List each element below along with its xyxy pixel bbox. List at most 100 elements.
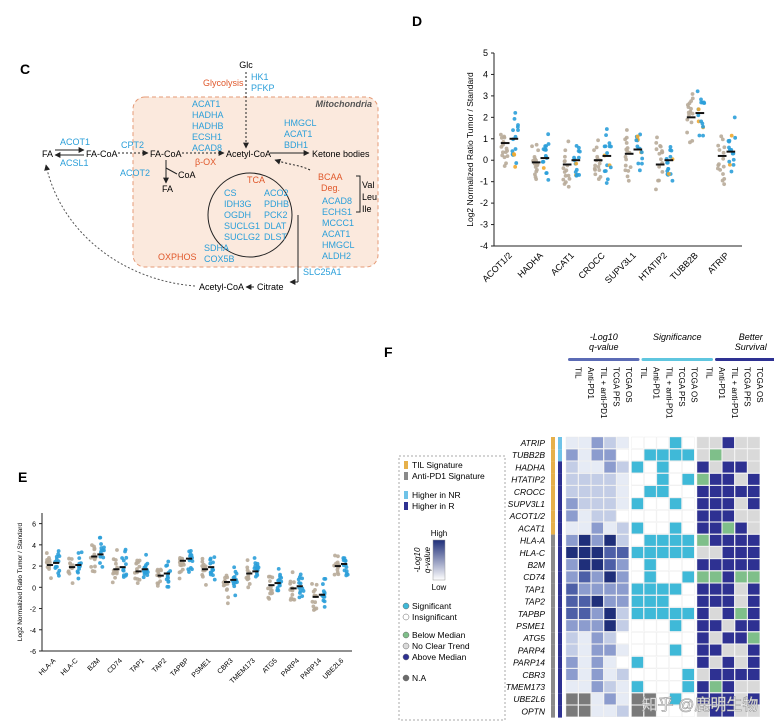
data-point [226, 595, 231, 600]
heatmap-cell [578, 473, 591, 486]
heatmap-cell [603, 632, 617, 644]
data-point [669, 148, 674, 153]
legend-label: Below Median [412, 630, 466, 640]
data-point [626, 169, 631, 173]
data-point [536, 148, 541, 153]
data-point [636, 161, 641, 166]
data-point [135, 567, 139, 571]
data-point [634, 138, 639, 143]
heatmap-cell [696, 619, 710, 632]
data-point [269, 588, 274, 593]
heatmap-cell [669, 461, 682, 473]
data-point [137, 564, 142, 569]
row-label: OPTN [521, 706, 545, 716]
heatmap-cell [631, 449, 644, 461]
gene-oxphos: COX5B [204, 254, 235, 264]
data-point [541, 159, 546, 164]
heatmap-cell [656, 583, 670, 596]
heatmap-cell [616, 510, 629, 522]
data-point [166, 559, 171, 564]
heatmap-cell [591, 522, 604, 535]
direction-strip [558, 656, 562, 669]
data-point [727, 138, 732, 143]
heatmap-cell [565, 656, 579, 669]
data-point [145, 561, 150, 566]
heatmap-cell [734, 546, 748, 559]
signature-strip [551, 510, 555, 523]
heatmap-cell [722, 522, 735, 535]
data-point [655, 135, 659, 140]
data-point [256, 565, 261, 570]
x-tick-label: ATG5 [261, 657, 279, 675]
heatmap-cell [603, 607, 617, 620]
heatmap-cell [656, 546, 670, 559]
heatmap-cell [656, 668, 670, 681]
heatmap-cell [722, 705, 735, 718]
heatmap-cell [747, 449, 760, 461]
heatmap-cell [616, 595, 629, 608]
data-point [721, 164, 726, 169]
node-coa: CoA [178, 170, 196, 180]
gene-pfkp: PFKP [251, 83, 275, 93]
y-tick-label: 2 [32, 564, 36, 571]
heatmap-cell [696, 583, 710, 596]
heatmap-cell [709, 558, 722, 571]
data-point [232, 565, 237, 570]
heatmap-cell [682, 546, 695, 559]
heatmap-cell [747, 558, 760, 571]
heatmap-cell [603, 668, 617, 681]
data-point [577, 149, 582, 154]
gene-beta-ox: HADHB [192, 121, 224, 131]
x-tick-label: PARP14 [300, 657, 324, 681]
heatmap-cell [565, 534, 579, 547]
label-tca: TCA [247, 175, 265, 185]
column-label: TIL + anti-PD1 [664, 367, 673, 419]
heatmap-cell [696, 449, 710, 461]
heatmap-cell [631, 546, 644, 559]
heatmap-cell [709, 510, 722, 522]
heatmap-cell [722, 693, 735, 705]
heatmap-cell [682, 693, 695, 705]
heatmap-cell [722, 449, 735, 461]
heatmap-cell [578, 449, 591, 461]
signature-strip [551, 461, 555, 474]
data-point [212, 577, 217, 582]
y-tick-label: 2 [483, 112, 488, 122]
data-point [208, 556, 213, 561]
direction-strip [558, 607, 562, 620]
heatmap-cell [747, 668, 760, 681]
legend-swatch [402, 653, 410, 661]
y-tick-label: 4 [483, 69, 488, 79]
y-tick-label: -4 [30, 628, 36, 635]
row-label: SUPV3L1 [508, 499, 546, 509]
label-bcaa: BCAA [318, 172, 343, 182]
heatmap-cell [631, 607, 644, 620]
data-point [689, 106, 693, 111]
colorbar-high: High [431, 529, 447, 538]
heatmap-cell [578, 558, 591, 571]
data-point [722, 145, 727, 150]
heatmap-cell [734, 522, 748, 535]
heatmap-cell [734, 497, 748, 510]
row-label: ACOT1/2 [509, 511, 546, 521]
heatmap-cell [565, 595, 579, 608]
heatmap-cell [644, 668, 657, 681]
heatmap-cell [631, 693, 644, 705]
heatmap-cell [631, 436, 644, 449]
heatmap-cell [709, 595, 722, 608]
heatmap-cell [616, 668, 629, 681]
heatmap-cell [603, 473, 617, 486]
panel-e-letter: E [18, 469, 27, 485]
heatmap-cell [682, 558, 695, 571]
data-point [290, 570, 295, 575]
gene-bcaa: ALDH2 [322, 251, 351, 261]
heatmap-cell [644, 449, 657, 461]
heatmap-cell [565, 619, 579, 632]
data-point [233, 569, 238, 574]
heatmap-cell [591, 449, 604, 461]
heatmap-cell [644, 485, 657, 498]
heatmap-cell [747, 595, 760, 608]
direction-strip [558, 644, 562, 657]
data-point [270, 575, 275, 580]
heatmap-cell [591, 558, 604, 571]
